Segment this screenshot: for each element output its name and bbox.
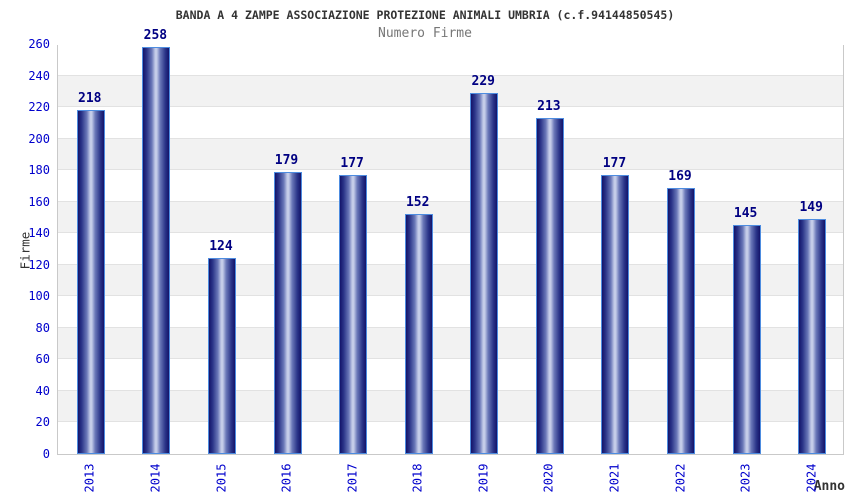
gridline: [58, 421, 843, 423]
gridline: [58, 74, 843, 76]
bar: [142, 47, 171, 454]
x-tick-text: 2024: [804, 463, 819, 493]
chart-subtitle: Numero Firme: [378, 26, 472, 41]
x-tick-label: 2018: [401, 460, 435, 496]
y-tick-label: 200: [28, 131, 50, 146]
x-tick-label: 2016: [270, 460, 304, 496]
y-tick-label: 180: [28, 163, 50, 178]
bar: [273, 171, 302, 454]
bar: [732, 225, 761, 454]
x-tick-text: 2018: [410, 463, 425, 493]
bar-value-label: 149: [799, 200, 823, 216]
grid-band: [58, 296, 843, 328]
x-tick-label: 2017: [335, 460, 369, 496]
grid-band: [58, 390, 843, 423]
x-tick-label: 2019: [466, 460, 500, 496]
grid-band: [58, 44, 843, 76]
x-tick-label: 2022: [663, 460, 697, 496]
x-tick-text: 2020: [541, 463, 556, 493]
gridline: [58, 169, 843, 171]
gridline: [58, 358, 843, 360]
grid-band: [58, 233, 843, 265]
bar: [76, 110, 105, 454]
y-tick-label: 0: [42, 447, 50, 461]
chart-title: BANDA A 4 ZAMPE ASSOCIAZIONE PROTEZIONE …: [175, 8, 675, 22]
x-tick-text: 2021: [607, 463, 622, 493]
bar-value-label: 152: [405, 195, 430, 211]
gridline: [58, 263, 843, 265]
x-tick-label: 2015: [204, 460, 238, 496]
x-tick-text: 2023: [738, 463, 753, 493]
bar-value-label: 145: [733, 206, 758, 222]
bar-value-label: 213: [537, 99, 561, 115]
y-tick-label: 100: [28, 289, 50, 304]
bar: [470, 92, 499, 454]
bar-value-label: 179: [274, 152, 299, 168]
bar-value-label: 177: [602, 155, 627, 171]
y-tick-label: 40: [35, 383, 50, 398]
bar-value-label: 169: [668, 168, 692, 184]
bar: [798, 219, 827, 454]
bar-value-label: 258: [143, 28, 168, 44]
bar: [535, 118, 564, 454]
bar: [404, 214, 433, 454]
bar: [601, 174, 630, 454]
bar: [667, 187, 696, 454]
y-tick-label: 20: [35, 415, 50, 430]
y-tick-label: 260: [28, 37, 50, 51]
x-tick-label: 2020: [532, 460, 566, 496]
x-tick-label: 2013: [73, 460, 107, 496]
x-tick-text: 2022: [673, 463, 688, 493]
grid-band: [58, 75, 843, 108]
gridline: [58, 200, 843, 202]
x-axis-title: Anno: [813, 479, 845, 494]
gridline: [58, 326, 843, 328]
y-axis-title: Firme: [16, 208, 34, 292]
y-tick-label: 160: [28, 194, 50, 209]
grid-band: [58, 138, 843, 171]
x-tick-label: 2021: [597, 460, 631, 496]
x-tick-text: 2013: [82, 463, 97, 493]
grid-band: [58, 359, 843, 391]
gridline: [58, 232, 843, 234]
y-tick-label: 240: [28, 68, 50, 83]
x-tick-text: 2016: [279, 463, 294, 493]
grid-band: [58, 170, 843, 202]
y-tick-label: 220: [28, 100, 50, 115]
x-tick-text: 2015: [213, 463, 228, 493]
y-tick-label: 140: [28, 226, 50, 241]
grid-band: [58, 264, 843, 297]
x-tick-label: 2023: [729, 460, 763, 496]
bar: [207, 258, 236, 454]
grid-band: [58, 201, 843, 234]
bar-value-label: 124: [209, 239, 233, 255]
y-tick-label: 120: [28, 257, 50, 272]
plot-area: [57, 44, 844, 455]
x-tick-text: 2017: [345, 463, 360, 493]
y-tick-label: 60: [35, 352, 50, 367]
bar-value-label: 218: [78, 91, 102, 107]
bar-value-label: 229: [471, 73, 496, 89]
bar: [339, 174, 368, 454]
grid-band: [58, 327, 843, 360]
grid-band: [58, 422, 843, 454]
gridline: [58, 295, 843, 297]
gridline: [58, 389, 843, 391]
grid-band: [58, 107, 843, 139]
x-tick-text: 2014: [148, 463, 163, 493]
x-tick-label: 2024: [794, 460, 828, 496]
gridline: [58, 137, 843, 139]
bar-value-label: 177: [340, 155, 364, 171]
gridline: [58, 106, 843, 108]
x-tick-text: 2019: [476, 463, 491, 493]
y-tick-label: 80: [35, 320, 50, 335]
x-tick-label: 2014: [138, 460, 172, 496]
